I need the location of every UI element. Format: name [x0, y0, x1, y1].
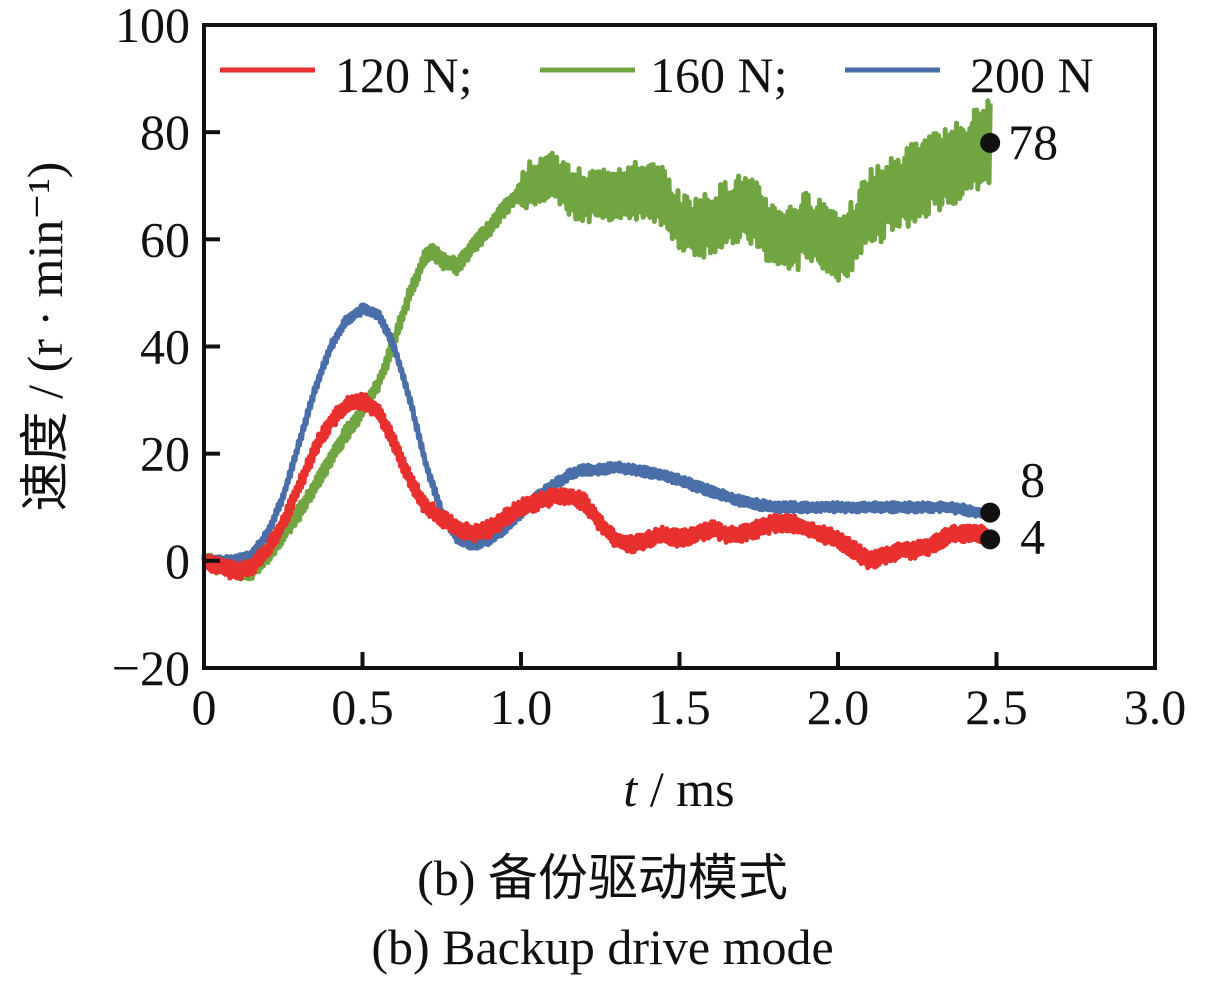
- y-tick-label: 20: [140, 426, 190, 482]
- annotation-label: 78: [1008, 114, 1058, 170]
- x-tick-label: 0.5: [331, 679, 394, 735]
- annotation-label: 8: [1020, 452, 1045, 508]
- x-tick-label: 2.0: [807, 679, 870, 735]
- x-axis-label: t / ms: [623, 761, 734, 817]
- caption-english: (b) Backup drive mode: [371, 919, 834, 975]
- series-line-200n: [201, 302, 993, 568]
- y-tick-label: 100: [115, 0, 190, 53]
- annotation-marker: [980, 529, 1001, 550]
- x-axis-label-var: t: [623, 761, 638, 817]
- legend-label: 120 N;: [335, 47, 473, 103]
- legend-label: 200 N: [970, 47, 1094, 103]
- annotation-layer: 78 84: [980, 114, 1058, 564]
- y-tick-label: 0: [165, 533, 190, 589]
- y-tick-label: 80: [140, 104, 190, 160]
- x-tick-label: 3.0: [1124, 679, 1187, 735]
- annotation-marker: [980, 132, 1001, 153]
- y-tick-label: −20: [112, 640, 190, 696]
- series-line-120n: [201, 391, 993, 581]
- legend: 120 N; 160 N; 200 N: [220, 47, 1094, 103]
- x-axis-label-unit: / ms: [637, 761, 734, 817]
- x-tick-label: 0: [192, 679, 217, 735]
- legend-label: 160 N;: [650, 47, 788, 103]
- x-tick-label: 2.5: [965, 679, 1028, 735]
- x-tick-label: 1.0: [490, 679, 553, 735]
- y-tick-label: 60: [140, 211, 190, 267]
- y-axis-label: 速度 / (r · min⁻¹): [17, 162, 73, 512]
- annotation-label: 4: [1020, 508, 1045, 564]
- series-line-160n: [201, 98, 993, 582]
- y-tick-label: 40: [140, 319, 190, 375]
- series-layer: [201, 98, 993, 582]
- caption-chinese: (b) 备份驱动模式: [417, 850, 788, 906]
- x-tick-label: 1.5: [648, 679, 711, 735]
- annotation-marker: [980, 502, 1001, 523]
